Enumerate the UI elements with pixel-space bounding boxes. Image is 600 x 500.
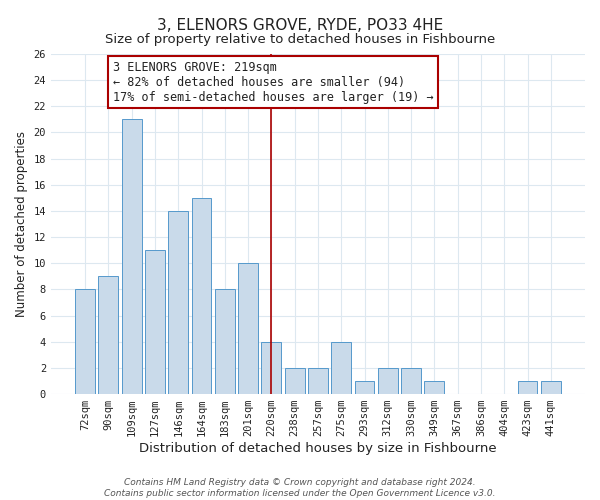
Bar	[98, 276, 118, 394]
Bar	[75, 290, 95, 394]
Bar	[355, 381, 374, 394]
Text: Size of property relative to detached houses in Fishbourne: Size of property relative to detached ho…	[105, 32, 495, 46]
X-axis label: Distribution of detached houses by size in Fishbourne: Distribution of detached houses by size …	[139, 442, 497, 455]
Bar	[145, 250, 165, 394]
Bar	[191, 198, 211, 394]
Bar	[262, 342, 281, 394]
Bar	[238, 264, 258, 394]
Bar	[378, 368, 398, 394]
Bar	[541, 381, 561, 394]
Text: 3, ELENORS GROVE, RYDE, PO33 4HE: 3, ELENORS GROVE, RYDE, PO33 4HE	[157, 18, 443, 32]
Text: Contains HM Land Registry data © Crown copyright and database right 2024.
Contai: Contains HM Land Registry data © Crown c…	[104, 478, 496, 498]
Bar	[331, 342, 351, 394]
Bar	[401, 368, 421, 394]
Bar	[285, 368, 305, 394]
Text: 3 ELENORS GROVE: 219sqm
← 82% of detached houses are smaller (94)
17% of semi-de: 3 ELENORS GROVE: 219sqm ← 82% of detache…	[113, 60, 434, 104]
Bar	[169, 211, 188, 394]
Bar	[518, 381, 538, 394]
Bar	[215, 290, 235, 394]
Bar	[308, 368, 328, 394]
Bar	[424, 381, 444, 394]
Bar	[122, 120, 142, 394]
Y-axis label: Number of detached properties: Number of detached properties	[15, 131, 28, 317]
